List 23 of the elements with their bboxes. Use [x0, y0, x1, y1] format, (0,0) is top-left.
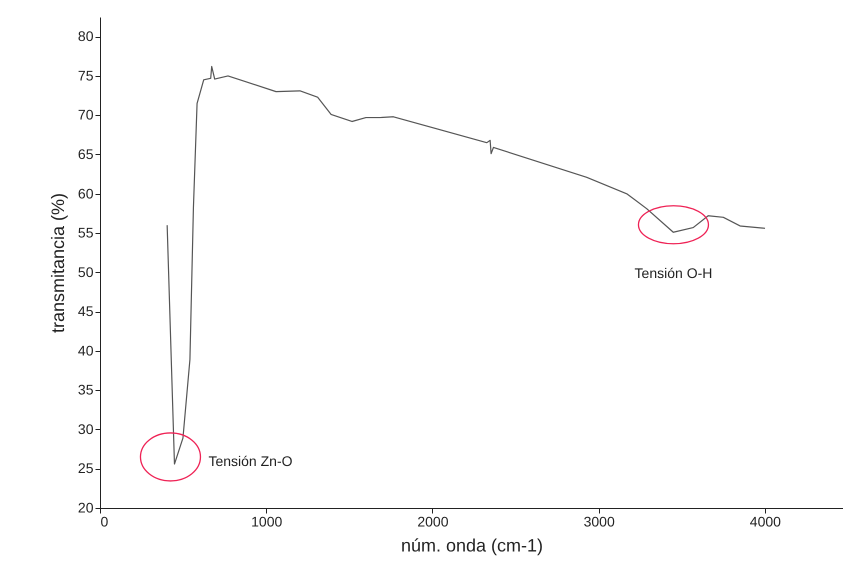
annotation: Tensión Zn-O	[208, 452, 293, 469]
y-tick-label: 65	[78, 146, 94, 162]
x-tick-label: 0	[100, 514, 108, 530]
y-tick-label: 25	[78, 460, 94, 476]
y-tick-label: 55	[78, 224, 94, 241]
x-tick-label: 3000	[584, 514, 615, 530]
y-tick-label: 45	[78, 303, 94, 320]
x-tick-label: 2000	[417, 514, 449, 530]
y-tick-label: 20	[78, 500, 94, 516]
y-axis-title: transmitancia (%)	[48, 192, 68, 334]
y-tick-label: 40	[78, 342, 94, 358]
y-tick-label: 75	[78, 67, 94, 84]
y-tick-label: 30	[78, 420, 94, 437]
annotation: Tensión O-H	[634, 264, 712, 281]
x-tick-label: 4000	[750, 514, 782, 530]
y-tick-label: 35	[78, 382, 94, 398]
line-series	[166, 66, 766, 465]
x-tick-label: 1000	[251, 514, 282, 530]
y-tick-label: 60	[78, 185, 94, 202]
y-tick-label: 70	[78, 106, 94, 123]
x-axis-title: núm. onda (cm-1)	[400, 536, 544, 556]
y-tick-label: 80	[78, 28, 94, 44]
y-tick-label: 50	[78, 264, 94, 280]
